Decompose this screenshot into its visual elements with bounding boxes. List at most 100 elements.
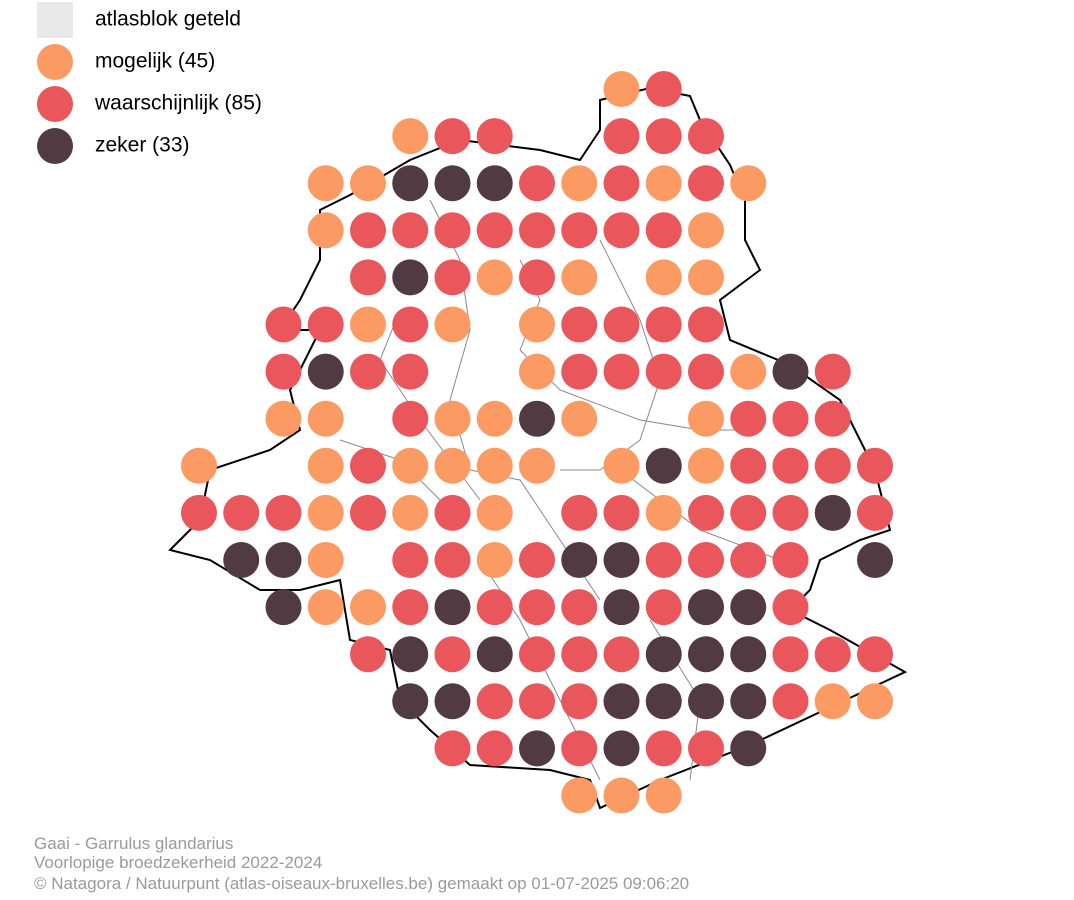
observation-dot: [350, 353, 386, 390]
observation-dot: [772, 400, 809, 437]
observation-dot: [265, 306, 302, 343]
observation-dot: [814, 447, 851, 484]
observation-dot: [350, 589, 386, 626]
observation-dot: [392, 118, 429, 155]
observation-dot: [645, 306, 682, 343]
observation-dot: [392, 259, 429, 296]
observation-dot: [434, 118, 471, 155]
observation-dot: [392, 306, 429, 343]
observation-dot: [307, 212, 344, 249]
observation-dot: [730, 400, 767, 437]
observation-dot: [688, 542, 724, 578]
observation-dot: [392, 212, 429, 249]
observation-dot: [561, 542, 598, 578]
observation-dot: [434, 447, 471, 484]
observation-dot: [392, 636, 429, 673]
observation-dot: [814, 400, 851, 437]
observation-dot: [181, 447, 217, 484]
observation-dot: [688, 589, 724, 626]
observation-dot: [307, 400, 344, 437]
observation-grid: [181, 71, 893, 814]
observation-dot: [603, 589, 640, 626]
observation-dot: [265, 353, 302, 390]
observation-dot: [603, 730, 640, 767]
observation-dot: [519, 447, 555, 484]
legend-swatch: [37, 44, 73, 80]
observation-dot: [265, 542, 302, 578]
observation-dot: [645, 730, 682, 767]
observation-dot: [519, 636, 555, 673]
observation-dot: [392, 400, 429, 437]
observation-dot: [265, 589, 302, 626]
observation-dot: [476, 165, 513, 202]
observation-dot: [434, 306, 471, 343]
observation-dot: [772, 542, 809, 578]
observation-dot: [688, 353, 724, 390]
observation-dot: [350, 165, 386, 202]
observation-dot: [645, 71, 682, 107]
observation-dot: [688, 447, 724, 484]
observation-dot: [645, 212, 682, 249]
observation-dot: [519, 306, 555, 343]
observation-dot: [603, 447, 640, 484]
observation-dot: [519, 400, 555, 437]
observation-dot: [561, 494, 598, 531]
legend-label: waarschijnlijk (85): [94, 92, 262, 115]
caption-subtitle: Voorlopige broedzekerheid 2022-2024: [34, 853, 322, 872]
observation-dot: [857, 636, 893, 673]
observation-dot: [814, 683, 851, 720]
observation-dot: [772, 494, 809, 531]
legend-label: zeker (33): [95, 134, 190, 157]
observation-dot: [434, 542, 471, 578]
observation-dot: [645, 636, 682, 673]
observation-dot: [603, 494, 640, 531]
observation-dot: [350, 212, 386, 249]
observation-dot: [350, 306, 386, 343]
observation-dot: [476, 400, 513, 437]
observation-dot: [476, 447, 513, 484]
observation-dot: [392, 165, 429, 202]
observation-dot: [392, 353, 429, 390]
observation-dot: [730, 165, 767, 202]
observation-dot: [645, 589, 682, 626]
observation-dot: [561, 212, 598, 249]
observation-dot: [392, 447, 429, 484]
observation-dot: [772, 447, 809, 484]
observation-dot: [392, 494, 429, 531]
observation-dot: [476, 730, 513, 767]
observation-dot: [857, 683, 893, 720]
observation-dot: [645, 118, 682, 155]
caption-credit: © Natagora / Natuurpunt (atlas-oiseaux-b…: [34, 874, 689, 893]
observation-dot: [434, 494, 471, 531]
observation-dot: [434, 683, 471, 720]
observation-dot: [561, 777, 598, 814]
observation-dot: [561, 400, 598, 437]
observation-dot: [603, 71, 640, 107]
observation-dot: [857, 542, 893, 578]
observation-dot: [772, 353, 809, 390]
observation-dot: [814, 494, 851, 531]
legend-label: atlasblok geteld: [95, 8, 241, 31]
observation-dot: [645, 777, 682, 814]
observation-dot: [519, 542, 555, 578]
observation-dot: [688, 212, 724, 249]
observation-dot: [392, 683, 429, 720]
observation-dot: [603, 165, 640, 202]
observation-dot: [645, 683, 682, 720]
observation-dot: [307, 494, 344, 531]
observation-dot: [476, 589, 513, 626]
observation-dot: [603, 777, 640, 814]
observation-dot: [730, 542, 767, 578]
legend-swatch: [37, 86, 73, 122]
observation-dot: [688, 683, 724, 720]
observation-dot: [476, 494, 513, 531]
observation-dot: [476, 542, 513, 578]
observation-dot: [392, 542, 429, 578]
observation-dot: [519, 165, 555, 202]
observation-dot: [688, 400, 724, 437]
observation-dot: [688, 306, 724, 343]
observation-dot: [434, 259, 471, 296]
observation-dot: [392, 589, 429, 626]
observation-dot: [350, 494, 386, 531]
observation-dot: [645, 259, 682, 296]
